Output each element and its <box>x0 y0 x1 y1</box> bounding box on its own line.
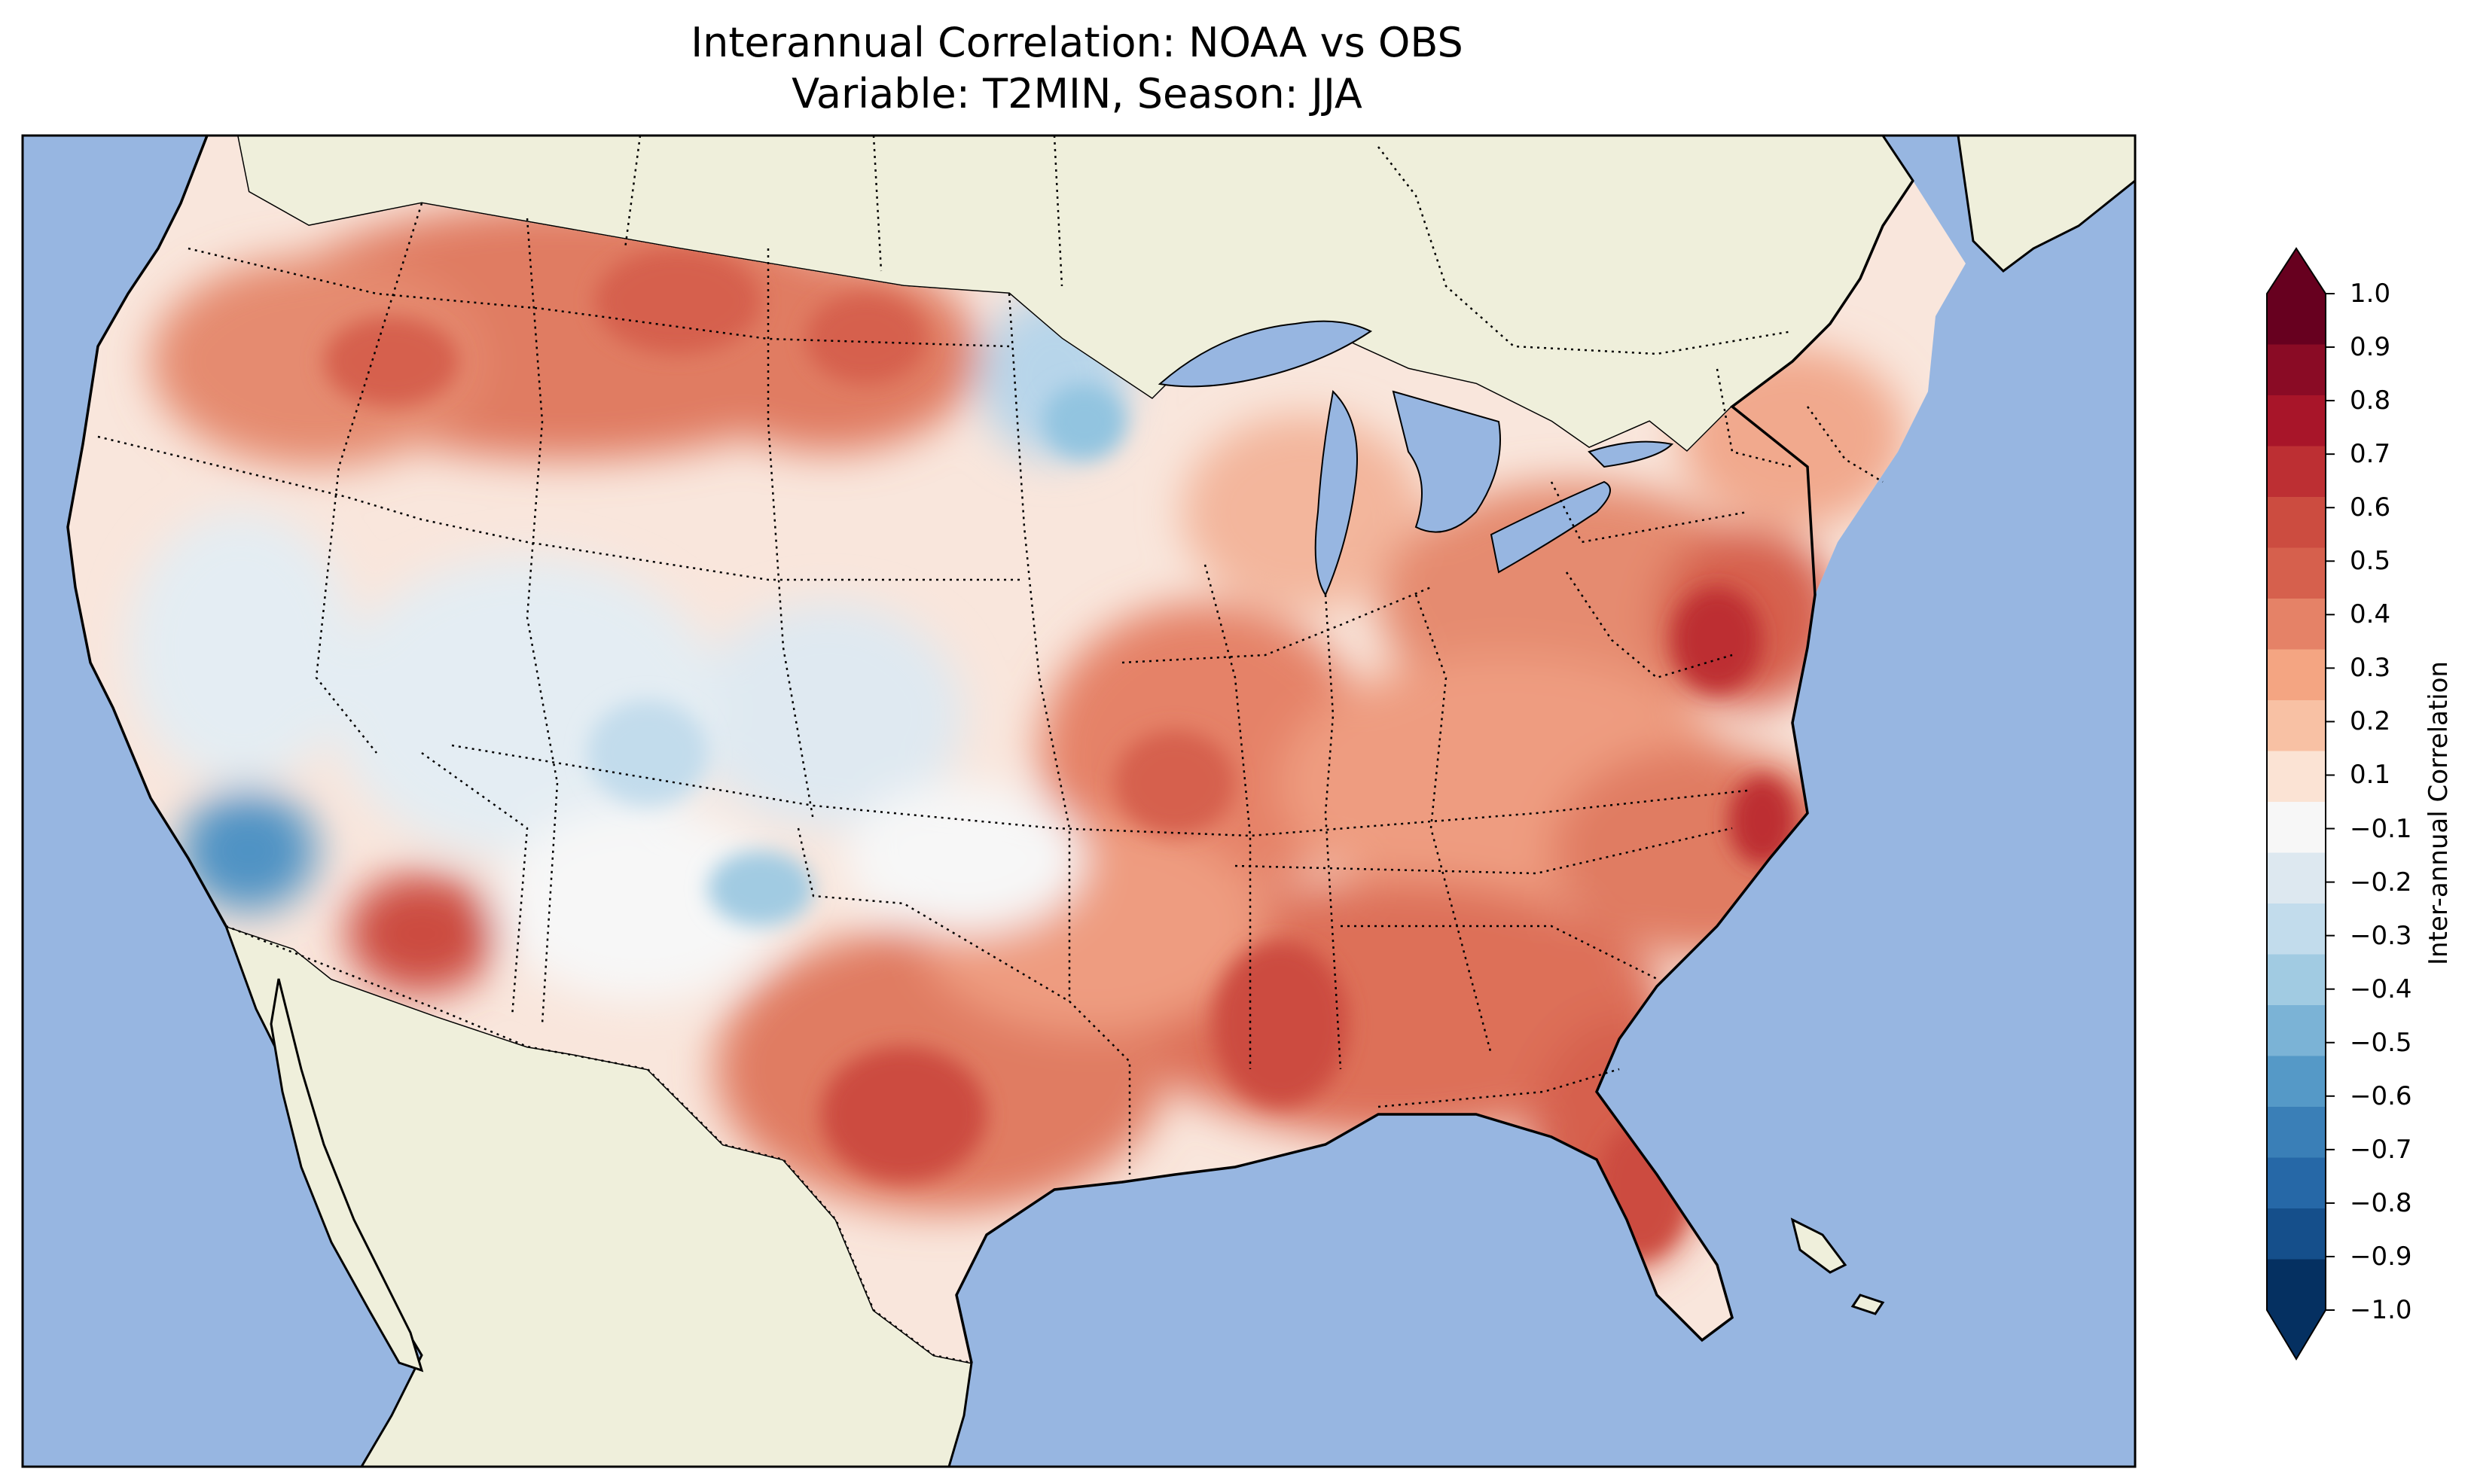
lake-erie <box>1490 480 1611 574</box>
lake-huron <box>1392 390 1501 533</box>
colorbar-segment <box>2267 1208 2326 1260</box>
colorbar-tick-label: −0.5 <box>2350 1027 2412 1058</box>
map-title-line-2: Variable: T2MIN, Season: JJA <box>792 70 1362 117</box>
colorbar-segment <box>2267 1107 2326 1159</box>
colorbar-tick-label: −0.3 <box>2350 920 2412 951</box>
colorbar-segment <box>2267 954 2326 1006</box>
colorbar-segment <box>2267 1157 2326 1209</box>
colorbar-tick-label: 0.1 <box>2350 760 2391 791</box>
bahamas-island <box>1850 1294 1885 1315</box>
colorbar-tick-label: 0.9 <box>2350 332 2391 363</box>
colorbar-segment <box>2267 700 2326 752</box>
colorbar-tick-label: −0.7 <box>2350 1134 2412 1165</box>
colorbar-tick-label: 0.5 <box>2350 546 2391 577</box>
colorbar-tick-label: 0.4 <box>2350 599 2391 630</box>
maritimes-land <box>1957 136 2135 273</box>
baja-peninsula <box>270 978 424 1373</box>
colorbar-tick-label: −0.4 <box>2350 974 2412 1004</box>
colorbar-ticks <box>2326 293 2335 1311</box>
map-title-line-1: Interannual Correlation: NOAA vs OBS <box>691 19 1463 66</box>
lake-superior <box>1158 320 1372 388</box>
colorbar-tick-label: 0.7 <box>2350 439 2391 470</box>
colorbar-segment <box>2267 1056 2326 1108</box>
map-frame <box>21 134 2137 1468</box>
great-lakes <box>1158 320 1674 597</box>
colorbar-segment <box>2267 1005 2326 1057</box>
colorbar-tick-label: 0.3 <box>2350 653 2391 684</box>
colorbar-tick-label: −0.9 <box>2350 1241 2412 1272</box>
colorbar-tick-label: 0.6 <box>2350 492 2391 523</box>
colorbar-segment <box>2267 751 2326 803</box>
colorbar-segment <box>2267 852 2326 904</box>
colorbar-segment <box>2267 649 2326 701</box>
colorbar-segment <box>2267 497 2326 549</box>
national-borders <box>225 136 1793 1364</box>
colorbar-segment <box>2267 395 2326 447</box>
colorbar-segment <box>2267 344 2326 396</box>
colorbar-tick-label: −1.0 <box>2350 1295 2412 1325</box>
colorbar-segment <box>2267 1259 2326 1311</box>
colorbar-segments <box>2267 294 2326 1311</box>
east-gulf-coastline <box>955 180 1914 1364</box>
colorbar-title: Inter-annual Correlation <box>2424 661 2454 965</box>
colorbar-segment <box>2267 802 2326 854</box>
state-borders <box>97 203 1884 1175</box>
colorbar-segment <box>2267 294 2326 346</box>
colorbar-segment <box>2267 904 2326 955</box>
colorbar-tick-label: 0.8 <box>2350 385 2391 416</box>
colorbar-tick-label: −0.1 <box>2350 813 2412 844</box>
colorbar-segment <box>2267 599 2326 651</box>
lake-michigan <box>1314 389 1358 597</box>
colorbar-tick-label: −0.6 <box>2350 1080 2412 1111</box>
lake-ontario <box>1588 440 1674 468</box>
colorbar-tick-label: −0.2 <box>2350 867 2412 897</box>
colorbar-segment <box>2267 547 2326 599</box>
colorbar-tick-label: −0.8 <box>2350 1187 2412 1218</box>
colorbar-tick-label: 1.0 <box>2350 279 2391 309</box>
west-coastline <box>66 136 227 927</box>
colorbar-segment <box>2267 446 2326 498</box>
cuba-island <box>1790 1217 1847 1274</box>
colorbar <box>2266 247 2335 1361</box>
colorbar-tick-label: 0.2 <box>2350 706 2391 737</box>
colorbar-min-extend <box>2267 1310 2326 1359</box>
colorbar-max-extend <box>2267 248 2326 294</box>
